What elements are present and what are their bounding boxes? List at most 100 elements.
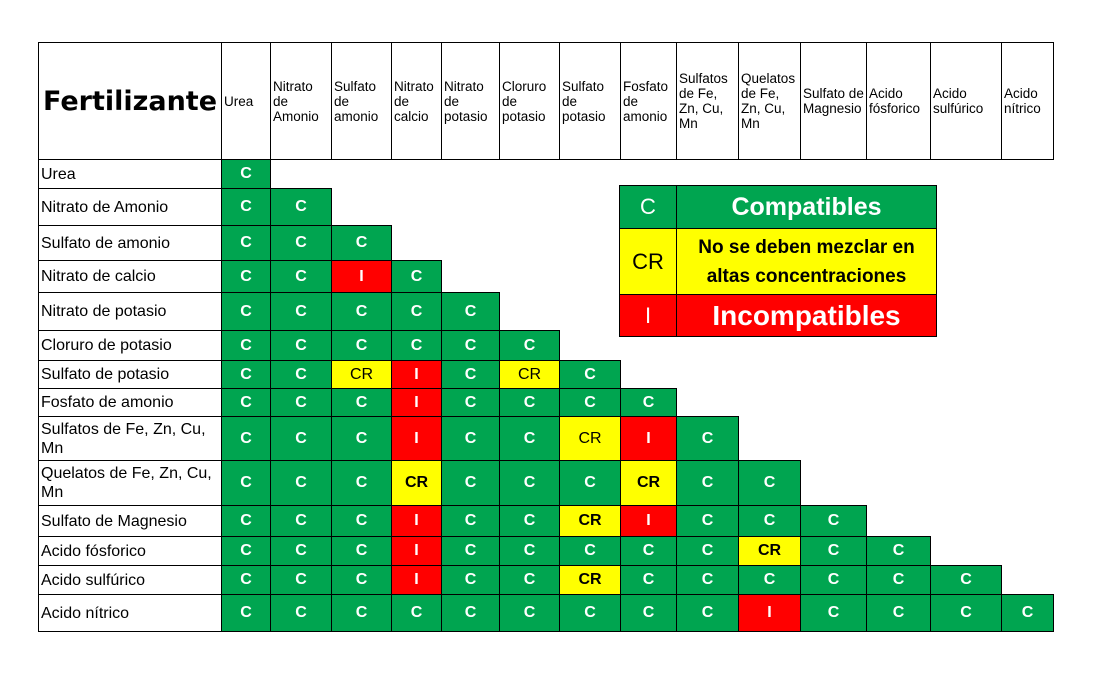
compat-cell: CR	[559, 505, 622, 537]
compat-cell: C	[441, 505, 501, 537]
column-header-sulfato-de-amonio: Sulfato de amonio	[331, 42, 393, 160]
compat-cell: CR	[559, 565, 622, 595]
empty-cell	[442, 189, 500, 226]
compat-cell: C	[559, 388, 622, 417]
row-label-quelatos-de-fe-zn-cu-mn: Quelatos de Fe, Zn, Cu, Mn	[37, 460, 223, 506]
empty-cell	[801, 361, 867, 389]
compat-cell: C	[441, 565, 501, 595]
legend-symbol-compatible: C	[619, 185, 677, 229]
compat-cell: C	[221, 360, 272, 389]
column-header-quelatos-de-fe-zn-cu-mn: Quelatos de Fe, Zn, Cu, Mn	[738, 42, 802, 160]
compat-cell: C	[270, 565, 333, 595]
compat-cell: CR	[499, 360, 561, 389]
empty-cell	[442, 226, 500, 261]
compat-cell: C	[270, 292, 333, 331]
empty-cell	[332, 160, 392, 189]
compat-cell: C	[221, 292, 272, 331]
compat-cell: C	[270, 594, 333, 632]
compat-cell: C	[800, 594, 868, 632]
empty-cell	[931, 160, 1002, 189]
empty-cell	[1002, 506, 1054, 537]
table-row: Nitrato de Amonio C C	[37, 188, 1054, 226]
compat-cell: CR	[738, 536, 802, 566]
empty-cell	[1002, 537, 1054, 566]
compat-cell: C	[930, 594, 1003, 632]
compat-cell: C	[221, 460, 272, 506]
compat-cell: C	[221, 225, 272, 261]
legend-symbol-incompatible: I	[619, 294, 677, 337]
compat-cell: C	[221, 505, 272, 537]
table-row: Sulfatos de Fe, Zn, Cu, Mn C C C I C C CR I C	[37, 416, 1054, 461]
column-header-urea: Urea	[221, 42, 272, 160]
column-header-nitrato-de-potasio: Nitrato de potasio	[441, 42, 501, 160]
empty-cell	[931, 389, 1002, 417]
compat-cell: C	[866, 594, 932, 632]
compat-cell: C	[270, 416, 333, 461]
empty-cell	[801, 417, 867, 461]
empty-cell	[867, 461, 931, 506]
compat-cell: C	[331, 536, 393, 566]
empty-cell	[560, 189, 621, 226]
empty-cell	[931, 417, 1002, 461]
compat-cell: C	[331, 594, 393, 632]
column-header-sulfatos-de-fe-zn-cu-mn: Sulfatos de Fe, Zn, Cu, Mn	[676, 42, 740, 160]
compat-cell: C	[331, 565, 393, 595]
compat-cell: C	[331, 225, 393, 261]
compat-cell: C	[270, 188, 333, 226]
compat-cell: C	[499, 388, 561, 417]
empty-cell	[1002, 361, 1054, 389]
empty-cell	[1002, 331, 1054, 361]
empty-cell	[271, 160, 332, 189]
compat-cell: C	[676, 460, 740, 506]
compat-cell: C	[270, 330, 333, 361]
compat-cell: C	[930, 565, 1003, 595]
row-label-sulfato-de-amonio: Sulfato de amonio	[37, 225, 223, 261]
compat-cell: C	[221, 330, 272, 361]
compat-cell: C	[620, 388, 678, 417]
compat-cell: C	[270, 360, 333, 389]
compat-cell: C	[270, 505, 333, 537]
row-label-fosfato-de-amonio: Fosfato de amonio	[37, 388, 223, 417]
row-label-nitrato-de-calcio: Nitrato de calcio	[37, 260, 223, 293]
row-label-nitrato-de-potasio: Nitrato de potasio	[37, 292, 223, 331]
empty-cell	[801, 461, 867, 506]
row-label-cloruro-de-potasio: Cloruro de potasio	[37, 330, 223, 361]
compat-cell: C	[221, 416, 272, 461]
compat-cell: I	[738, 594, 802, 632]
compat-cell: C	[559, 360, 622, 389]
compat-cell: C	[441, 360, 501, 389]
compat-cell: C	[221, 159, 272, 189]
compat-cell: I	[391, 505, 443, 537]
empty-cell	[931, 506, 1002, 537]
column-header-nitrato-de-calcio: Nitrato de calcio	[391, 42, 443, 160]
empty-cell	[867, 361, 931, 389]
compat-cell: I	[620, 416, 678, 461]
column-header-nitrato-de-amonio: Nitrato de Amonio	[270, 42, 333, 160]
empty-cell	[500, 261, 560, 293]
empty-cell	[931, 293, 1002, 331]
empty-cell	[931, 189, 1002, 226]
compat-cell: C	[331, 388, 393, 417]
compat-cell: C	[221, 536, 272, 566]
empty-cell	[392, 189, 442, 226]
compat-cell: C	[559, 594, 622, 632]
legend: C Compatibles CR No se deben mezclar en …	[619, 185, 937, 337]
compat-cell: CR	[620, 460, 678, 506]
compat-cell: C	[499, 505, 561, 537]
compat-cell: C	[270, 260, 333, 293]
empty-cell	[560, 226, 621, 261]
compat-cell: C	[221, 188, 272, 226]
legend-text-incompatible: Incompatibles	[676, 294, 937, 337]
table-row: Urea C	[37, 159, 1054, 189]
empty-cell	[1002, 293, 1054, 331]
compat-cell: I	[391, 416, 443, 461]
empty-cell	[931, 361, 1002, 389]
empty-cell	[867, 389, 931, 417]
compat-cell: C	[499, 330, 561, 361]
compat-cell: C	[221, 388, 272, 417]
compat-cell: C	[738, 505, 802, 537]
empty-cell	[560, 160, 621, 189]
compat-cell: C	[499, 594, 561, 632]
empty-cell	[1002, 189, 1054, 226]
row-label-acido-nitrico: Acido nítrico	[37, 594, 223, 632]
